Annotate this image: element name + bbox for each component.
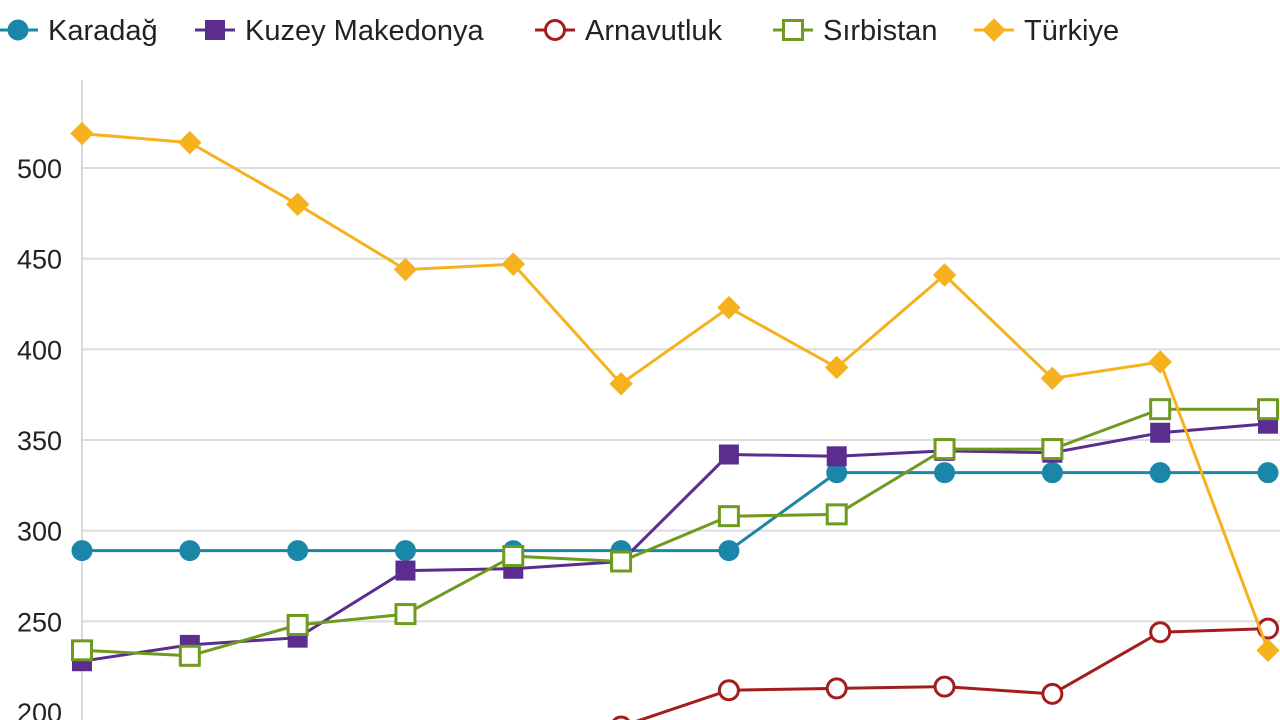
data-point-turkiye-5 xyxy=(501,252,525,276)
legend-item-turkiye: Türkiye xyxy=(974,15,1119,47)
data-point-sirbistan-5 xyxy=(502,545,525,568)
legend-item-kuzey-makedonya: Kuzey Makedonya xyxy=(195,15,484,47)
series-line-turkiye xyxy=(81,132,1270,651)
data-point-turkiye-2 xyxy=(178,130,202,155)
y-tick-label-450: 450 xyxy=(17,245,62,275)
legend: Karadağ Kuzey Makedonya Arnavutluk Sırbista… xyxy=(0,15,1119,47)
data-point-turkiye-4 xyxy=(393,257,418,282)
y-tick-label-300: 300 xyxy=(17,517,62,547)
data-point-turkiye-9 xyxy=(932,263,957,287)
y-tick-label-200: 200 xyxy=(17,698,62,720)
data-point-arnavutluk-10 xyxy=(1041,682,1064,705)
y-tick-label-250: 250 xyxy=(17,607,62,637)
series-line-arnavutluk xyxy=(635,627,1269,720)
legend-label-arnavutluk: Arnavutluk xyxy=(585,15,723,47)
data-point-sirbistan-7 xyxy=(717,505,740,528)
data-point-sirbistan-9 xyxy=(933,438,956,461)
data-point-kuzey-makedonya-7 xyxy=(718,444,739,465)
legend-label-kuzey-makedonya: Kuzey Makedonya xyxy=(245,15,484,47)
gridlines xyxy=(82,167,1280,623)
data-point-sirbistan-1 xyxy=(71,639,93,662)
data-point-arnavutluk-6 xyxy=(612,715,630,720)
legend-label-turkiye: Türkiye xyxy=(1024,15,1119,47)
data-point-sirbistan-4 xyxy=(394,603,417,626)
y-axis: 200 250 300 350 400 450 500 xyxy=(17,80,83,720)
data-point-turkiye-10 xyxy=(1040,366,1065,391)
data-point-kuzey-makedonya-8 xyxy=(826,446,847,467)
series-line-karadag xyxy=(82,471,1268,553)
y-tick-label-500: 500 xyxy=(17,154,62,184)
data-point-karadag-9 xyxy=(934,462,956,484)
data-point-turkiye-6 xyxy=(609,372,633,396)
legend-label-karadag: Karadağ xyxy=(48,15,158,47)
data-point-sirbistan-12 xyxy=(1257,398,1279,421)
data-point-turkiye-1 xyxy=(70,121,94,146)
series-turkiye xyxy=(70,121,1280,663)
data-point-karadag-7 xyxy=(718,540,740,562)
data-point-karadag-1 xyxy=(71,540,93,562)
data-point-karadag-12 xyxy=(1257,462,1279,484)
series-kuzey-makedonya xyxy=(72,413,1278,672)
series-lines xyxy=(70,121,1280,720)
series-sirbistan xyxy=(71,398,1279,667)
legend-marker-kuzey-makedonya xyxy=(205,20,225,40)
legend-item-karadag: Karadağ xyxy=(0,15,158,47)
data-point-karadag-10 xyxy=(1041,462,1063,484)
y-tick-label-400: 400 xyxy=(17,335,62,365)
data-point-arnavutluk-8 xyxy=(825,677,848,700)
series-arnavutluk xyxy=(612,617,1279,720)
data-point-karadag-11 xyxy=(1149,462,1171,484)
data-point-kuzey-makedonya-11 xyxy=(1150,422,1171,443)
data-point-arnavutluk-7 xyxy=(717,679,740,702)
data-point-sirbistan-10 xyxy=(1041,438,1064,461)
data-point-karadag-3 xyxy=(287,540,309,562)
data-point-turkiye-8 xyxy=(825,355,849,380)
data-point-sirbistan-3 xyxy=(286,613,309,636)
data-point-arnavutluk-9 xyxy=(933,675,956,698)
y-tick-label-350: 350 xyxy=(17,426,62,456)
data-point-kuzey-makedonya-4 xyxy=(395,560,416,581)
data-point-turkiye-7 xyxy=(717,295,741,320)
legend-marker-sirbistan xyxy=(782,19,804,41)
legend-item-sirbistan: Sırbistan xyxy=(773,15,937,47)
legend-marker-arnavutluk xyxy=(544,19,566,41)
legend-marker-turkiye xyxy=(982,18,1006,42)
data-point-turkiye-11 xyxy=(1148,350,1172,374)
series-karadag xyxy=(71,462,1279,562)
data-point-karadag-4 xyxy=(394,540,416,562)
data-point-karadag-2 xyxy=(179,540,201,562)
data-point-sirbistan-6 xyxy=(610,550,633,573)
legend-item-arnavutluk: Arnavutluk xyxy=(535,15,723,47)
series-line-sirbistan xyxy=(81,407,1268,658)
data-point-arnavutluk-11 xyxy=(1149,621,1172,644)
data-point-turkiye-3 xyxy=(285,192,310,216)
data-point-turkiye-12 xyxy=(1256,638,1280,663)
data-point-sirbistan-11 xyxy=(1149,398,1172,421)
legend-label-sirbistan: Sırbistan xyxy=(823,15,937,47)
legend-marker-karadag xyxy=(7,19,29,41)
data-point-sirbistan-8 xyxy=(825,503,848,526)
series-line-kuzey-makedonya xyxy=(81,422,1269,663)
data-point-sirbistan-2 xyxy=(178,644,201,667)
